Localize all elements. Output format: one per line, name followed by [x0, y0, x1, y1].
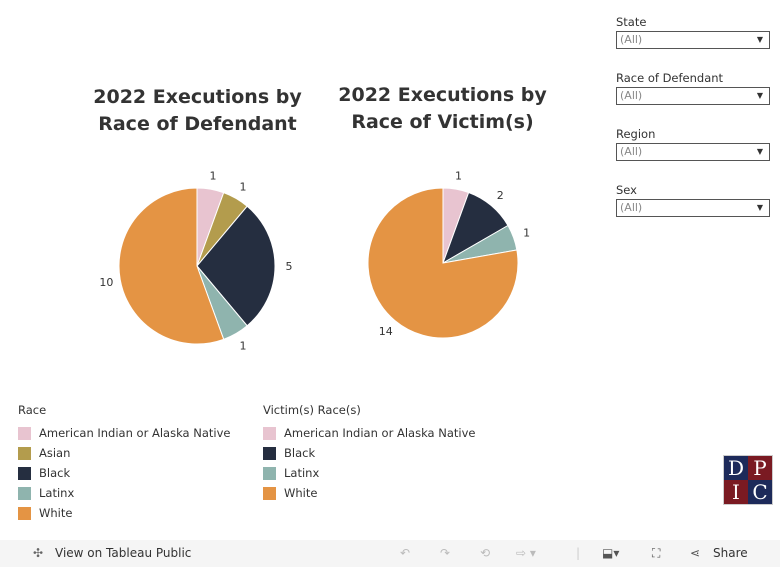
tableau-toolbar: ✣ View on Tableau Public ↶ ↷ ⟲ ⇨ ▾ | ⬓▾ … [0, 540, 780, 567]
legend-defendant: Race American Indian or Alaska Native Asia… [18, 403, 230, 523]
chart-title-defendant: 2022 Executions by Race of Defendant [80, 84, 315, 138]
dropdown-arrow-icon: ▼ [756, 203, 763, 212]
revert-icon[interactable]: ⟲ [480, 546, 491, 560]
legend-label: Black [284, 446, 316, 460]
pie-charts: 1 1 5 1 10 1 2 1 14 [99, 169, 530, 353]
legend-swatch [263, 466, 276, 480]
legend-item[interactable]: Asian [18, 443, 230, 463]
legend-label: Latinx [39, 486, 75, 500]
legend-title: Victim(s) Race(s) [263, 403, 361, 417]
logo-p: P [748, 456, 772, 480]
data-label: 1 [240, 340, 247, 353]
filter-label: State [616, 15, 647, 29]
filter-race-of-defendant: Race of Defendant (All) ▼ [616, 71, 770, 105]
refresh-icon[interactable]: ⇨ ▾ [516, 546, 536, 560]
title-line: 2022 Executions by [338, 84, 547, 106]
legend-label: White [39, 506, 73, 520]
filter-label: Race of Defendant [616, 71, 724, 85]
legend-swatch [263, 446, 276, 460]
legend-swatch [18, 446, 31, 460]
tableau-icon: ✣ [33, 546, 44, 560]
title-line: Race of Victim(s) [351, 111, 534, 133]
legend-label: American Indian or Alaska Native [284, 426, 476, 440]
filter-sex: Sex (All) ▼ [616, 183, 770, 217]
pie-slice[interactable] [367, 187, 519, 339]
legend-swatch [18, 426, 31, 440]
legend-item[interactable]: White [18, 503, 230, 523]
data-label: 1 [523, 227, 530, 240]
legend-swatch [18, 506, 31, 520]
filter-value: (All) [620, 145, 643, 158]
share-button[interactable]: Share [713, 546, 748, 560]
data-label: 1 [240, 180, 247, 193]
filter-state: State (All) ▼ [616, 15, 770, 49]
logo-c: C [748, 480, 772, 504]
filter-region: Region (All) ▼ [616, 127, 770, 161]
legend-item[interactable]: Latinx [263, 463, 475, 483]
legend-label: American Indian or Alaska Native [39, 426, 231, 440]
title-line: Race of Defendant [98, 113, 297, 135]
legend-item[interactable]: American Indian or Alaska Native [18, 423, 230, 443]
dropdown-arrow-icon: ▼ [756, 147, 763, 156]
title-line: 2022 Executions by [93, 86, 302, 108]
legend-victim: Victim(s) Race(s) American Indian or Alas… [263, 403, 475, 503]
legend-item[interactable]: Black [263, 443, 475, 463]
legend-item[interactable]: White [263, 483, 475, 503]
legend-label: Latinx [284, 466, 320, 480]
legend-label: Black [39, 466, 71, 480]
legend-title: Race [18, 403, 47, 417]
filter-dropdown[interactable]: (All) ▼ [616, 199, 770, 217]
data-label: 1 [209, 169, 216, 182]
chart-title-victim: 2022 Executions by Race of Victim(s) [325, 82, 560, 136]
legend-label: Asian [39, 446, 71, 460]
legend-item[interactable]: American Indian or Alaska Native [263, 423, 475, 443]
legend-item[interactable]: Latinx [18, 483, 230, 503]
filter-value: (All) [620, 33, 643, 46]
divider: | [576, 546, 581, 560]
filter-value: (All) [620, 89, 643, 102]
filter-dropdown[interactable]: (All) ▼ [616, 31, 770, 49]
redo-icon[interactable]: ↷ [440, 546, 451, 560]
filter-dropdown[interactable]: (All) ▼ [616, 87, 770, 105]
data-label: 5 [286, 260, 293, 273]
pie-slice[interactable] [118, 187, 225, 345]
legend-swatch [263, 426, 276, 440]
filter-value: (All) [620, 201, 643, 214]
filter-label: Region [616, 127, 656, 141]
filter-label: Sex [616, 183, 637, 197]
dropdown-arrow-icon: ▼ [756, 91, 763, 100]
legend-swatch [18, 486, 31, 500]
share-icon: ⋖ [690, 546, 701, 560]
data-label: 2 [497, 189, 504, 202]
logo-i: I [724, 480, 748, 504]
pie-slice[interactable] [196, 205, 276, 327]
dropdown-arrow-icon: ▼ [756, 35, 763, 44]
view-on-tableau-link[interactable]: View on Tableau Public [55, 546, 192, 560]
legend-swatch [263, 486, 276, 500]
logo-d: D [724, 456, 748, 480]
data-label: 10 [99, 276, 113, 289]
dpic-logo: D P I C [723, 455, 773, 505]
download-icon[interactable]: ⬓▾ [602, 546, 620, 560]
legend-item[interactable]: Black [18, 463, 230, 483]
fullscreen-icon[interactable]: ⛶ [652, 546, 661, 560]
data-label: 14 [379, 325, 393, 338]
legend-swatch [18, 466, 31, 480]
undo-icon[interactable]: ↶ [400, 546, 411, 560]
filter-dropdown[interactable]: (All) ▼ [616, 143, 770, 161]
legend-label: White [284, 486, 318, 500]
data-label: 1 [455, 169, 462, 182]
